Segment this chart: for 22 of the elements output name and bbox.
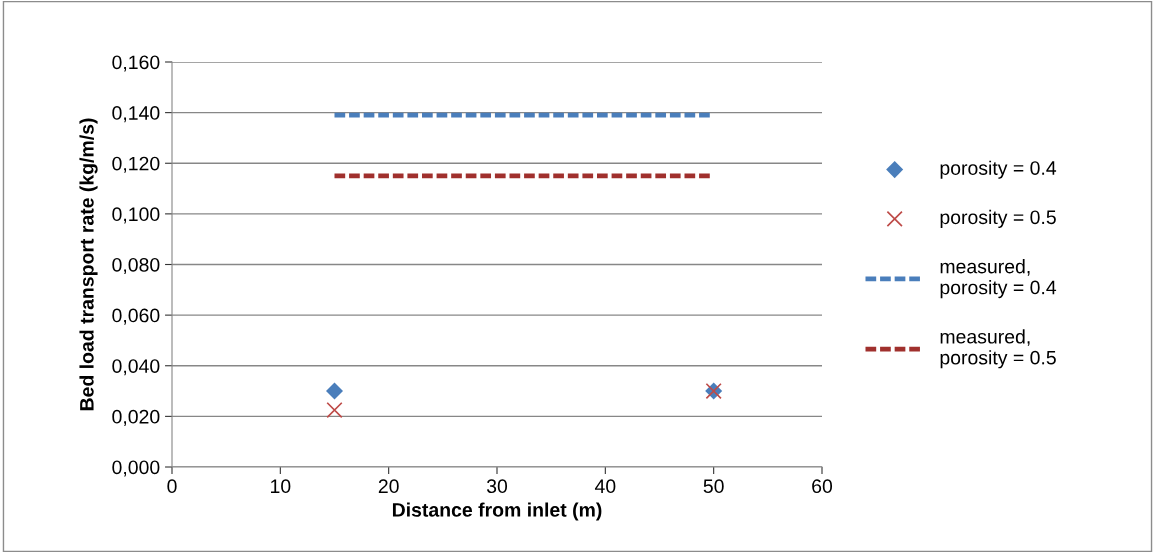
y-tick-label: 0,140 (112, 106, 160, 123)
y-tick-label: 0,040 (112, 359, 160, 376)
legend-label: porosity = 0.5 (940, 209, 1056, 228)
x-tick-label: 40 (594, 479, 616, 494)
y-tick-label: 0,080 (112, 257, 160, 275)
x-tick-label: 10 (271, 479, 291, 494)
legend-label: measured, porosity = 0.5 (940, 329, 1056, 369)
y-tick-label: 0,000 (112, 460, 160, 477)
x-tick-label: 0 (167, 479, 177, 494)
y-tick-label: 0,160 (112, 55, 160, 72)
x-tick-label: 20 (378, 479, 399, 494)
x-tick-label: 50 (703, 479, 724, 494)
y-tick-label: 0,100 (112, 207, 160, 224)
x-axis-title: Distance from inlet (m) (392, 502, 602, 521)
y-tick-label: 0,120 (112, 156, 160, 173)
legend-label: porosity = 0.4 (940, 160, 1057, 179)
legend-label: measured, porosity = 0.4 (940, 259, 1057, 299)
y-tick-label: 0,020 (112, 409, 160, 426)
x-tick-label: 30 (486, 479, 508, 494)
y-axis-title: Bed load transport rate (kg/m/s) (79, 118, 98, 411)
x-tick-label: 60 (812, 479, 833, 494)
y-tick-label: 0,060 (112, 308, 160, 325)
